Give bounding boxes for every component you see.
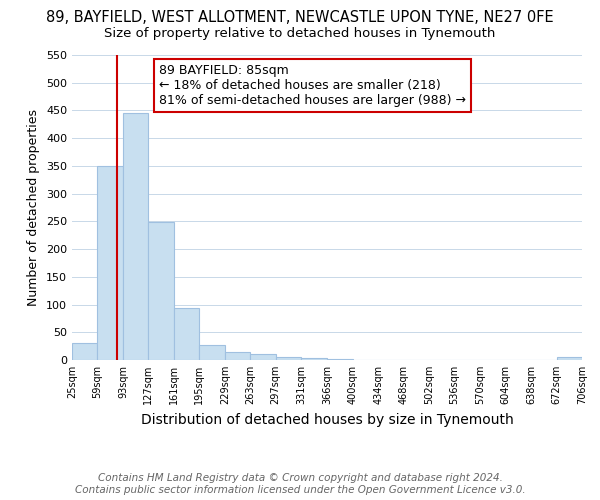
Bar bbox=[301, 358, 328, 360]
Bar bbox=[557, 357, 582, 360]
Bar bbox=[328, 359, 353, 360]
Text: 89, BAYFIELD, WEST ALLOTMENT, NEWCASTLE UPON TYNE, NE27 0FE: 89, BAYFIELD, WEST ALLOTMENT, NEWCASTLE … bbox=[46, 10, 554, 25]
Text: Contains HM Land Registry data © Crown copyright and database right 2024.
Contai: Contains HM Land Registry data © Crown c… bbox=[74, 474, 526, 495]
Text: Size of property relative to detached houses in Tynemouth: Size of property relative to detached ho… bbox=[104, 28, 496, 40]
Text: 89 BAYFIELD: 85sqm
← 18% of detached houses are smaller (218)
81% of semi-detach: 89 BAYFIELD: 85sqm ← 18% of detached hou… bbox=[158, 64, 466, 107]
Bar bbox=[123, 113, 148, 360]
Y-axis label: Number of detached properties: Number of detached properties bbox=[28, 109, 40, 306]
Bar bbox=[250, 354, 276, 360]
Bar bbox=[72, 344, 97, 360]
Bar bbox=[148, 222, 174, 360]
Bar bbox=[276, 357, 301, 360]
Bar bbox=[97, 166, 123, 360]
X-axis label: Distribution of detached houses by size in Tynemouth: Distribution of detached houses by size … bbox=[140, 412, 514, 426]
Bar bbox=[199, 345, 225, 360]
Bar bbox=[174, 308, 199, 360]
Bar bbox=[225, 352, 250, 360]
